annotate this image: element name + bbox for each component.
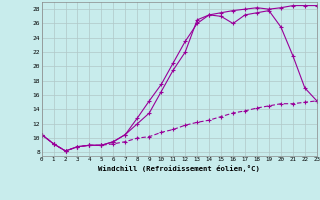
X-axis label: Windchill (Refroidissement éolien,°C): Windchill (Refroidissement éolien,°C) — [98, 165, 260, 172]
